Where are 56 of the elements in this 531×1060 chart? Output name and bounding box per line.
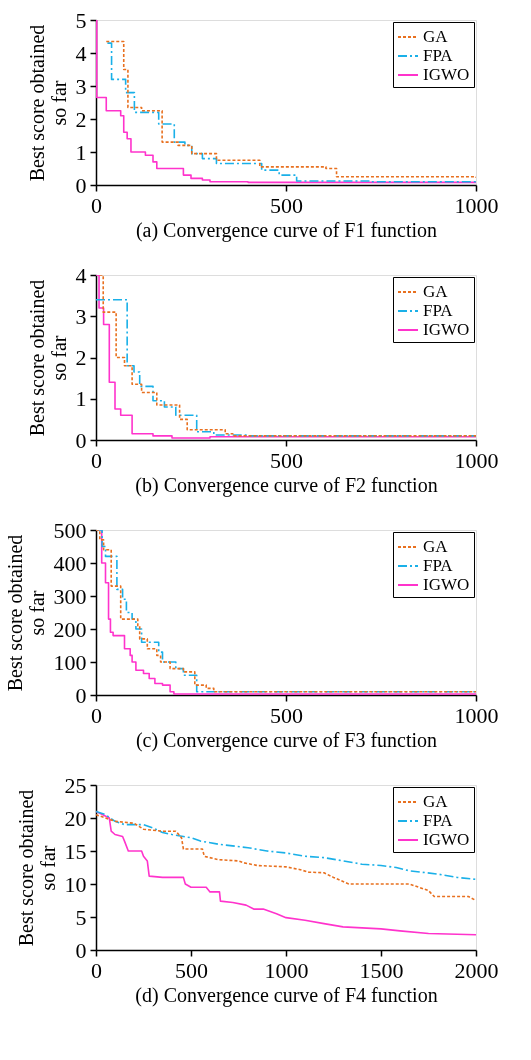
y-tick-label: 4 xyxy=(75,262,87,288)
y-tick-label: 15 xyxy=(64,838,87,864)
y-tick-label: 1 xyxy=(75,386,87,412)
y-tick-label: 10 xyxy=(64,871,87,897)
legend-label: IGWO xyxy=(423,830,470,849)
y-tick-label: 2 xyxy=(75,106,87,132)
x-axis-title: (a) Convergence curve of F1 function xyxy=(135,218,438,242)
line-series xyxy=(96,813,476,902)
y-tick-label: 500 xyxy=(53,517,87,543)
y-tick-label: 25 xyxy=(64,772,87,798)
legend-label: IGWO xyxy=(423,320,470,339)
x-tick-label: 500 xyxy=(270,702,303,728)
x-tick-label: 1500 xyxy=(359,957,404,983)
y-tick-label: 400 xyxy=(53,550,87,576)
y-axis-title: Best score obtained so far xyxy=(3,534,48,692)
y-axis-title: Best score obtained so far xyxy=(25,279,70,437)
x-tick-label: 1000 xyxy=(454,702,499,728)
y-tick-label: 200 xyxy=(53,616,87,642)
y-tick-label: 2 xyxy=(75,345,87,370)
y-tick-label: 300 xyxy=(53,583,87,609)
x-axis-title: (c) Convergence curve of F3 function xyxy=(135,728,438,752)
y-tick-label: 0 xyxy=(75,682,87,708)
x-tick-label: 1000 xyxy=(454,192,499,218)
legend-label: FPA xyxy=(423,556,454,575)
x-tick-label: 1000 xyxy=(454,447,499,473)
legend-label: GA xyxy=(423,537,449,556)
x-tick-label: 500 xyxy=(270,447,303,473)
x-axis-title: (b) Convergence curve of F2 function xyxy=(135,473,438,497)
legend-label: FPA xyxy=(423,46,454,65)
legend-label: GA xyxy=(423,27,449,46)
y-tick-label: 3 xyxy=(75,73,87,99)
y-tick-label: 3 xyxy=(75,303,87,329)
y-tick-label: 20 xyxy=(64,805,87,831)
legend-label: GA xyxy=(423,792,449,811)
y-tick-label: 0 xyxy=(75,427,87,453)
y-tick-label: 100 xyxy=(53,649,87,675)
x-tick-label: 500 xyxy=(270,192,303,218)
x-tick-label: 500 xyxy=(175,957,208,983)
y-tick-label: 5 xyxy=(75,904,87,930)
x-tick-label: 1000 xyxy=(264,957,309,983)
legend-label: FPA xyxy=(423,301,454,320)
y-tick-label: 1 xyxy=(75,139,87,165)
y-tick-label: 0 xyxy=(75,172,87,198)
legend-label: IGWO xyxy=(423,575,470,594)
y-tick-label: 0 xyxy=(75,937,87,963)
y-axis-title: Best score obtained so far xyxy=(25,24,70,182)
y-axis-title: Best score obtained so far xyxy=(14,789,59,947)
x-tick-label: 2000 xyxy=(454,957,499,983)
y-tick-label: 4 xyxy=(75,40,87,66)
y-tick-label: 5 xyxy=(75,7,87,33)
x-axis-title: (d) Convergence curve of F4 function xyxy=(135,983,438,1007)
line-series xyxy=(96,810,476,936)
line-series xyxy=(96,810,476,881)
legend-label: IGWO xyxy=(423,65,470,84)
legend-label: GA xyxy=(423,282,449,301)
legend-label: FPA xyxy=(423,811,454,830)
